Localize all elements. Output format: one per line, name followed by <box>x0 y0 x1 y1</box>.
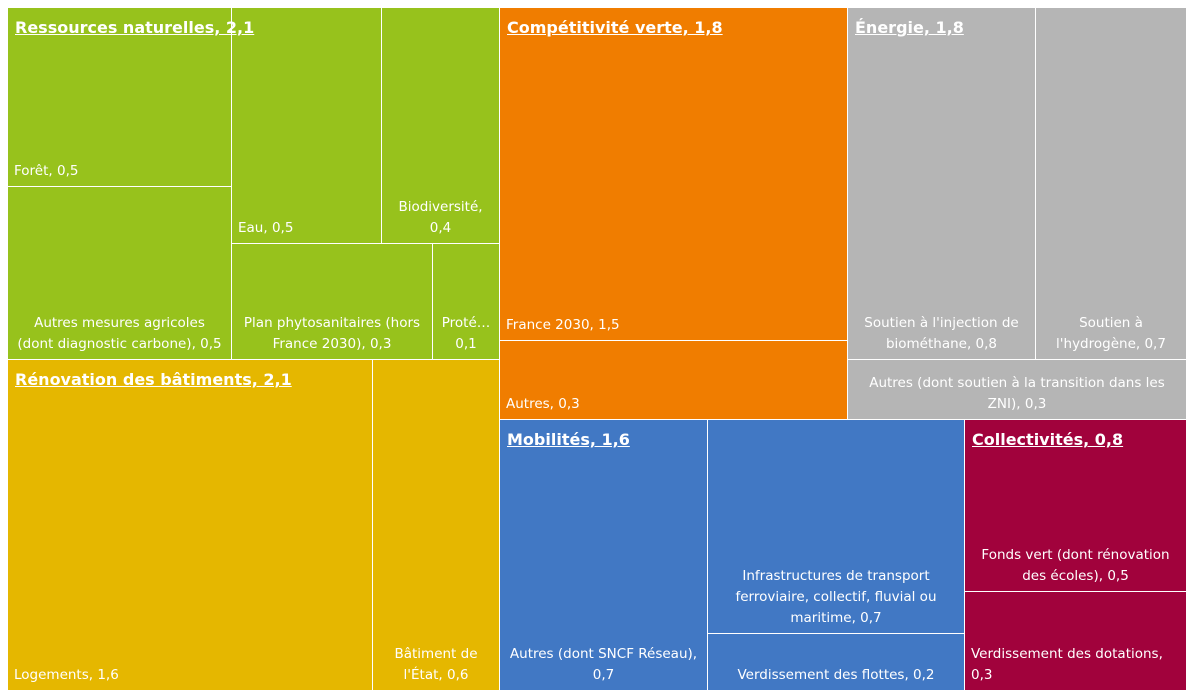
treemap-cell: Autres, 0,3 <box>500 341 848 420</box>
treemap-cell: Proté… 0,1 <box>433 244 500 360</box>
treemap-cell: Bâtiment de l'État, 0,6 <box>373 360 500 691</box>
treemap-cell: Verdissement des flottes, 0,2 <box>708 634 965 691</box>
treemap-cell: Autres (dont SNCF Réseau), 0,7 <box>500 420 708 691</box>
treemap-cell: Soutien à l'hydrogène, 0,7 <box>1036 8 1187 360</box>
treemap-cell: Soutien à l'injection de biométhane, 0,8 <box>848 8 1036 360</box>
cell-label: Fonds vert (dont rénovation des écoles),… <box>981 547 1170 584</box>
treemap-cell: Verdissement des dotations, 0,3 <box>965 592 1187 691</box>
cell-label: Eau, 0,5 <box>238 220 294 236</box>
cell-label: Autres, 0,3 <box>506 396 580 412</box>
cell-label: Logements, 1,6 <box>14 667 119 683</box>
cell-label: Soutien à l'hydrogène, 0,7 <box>1056 315 1166 352</box>
treemap-cell: Autres mesures agricoles (dont diagnosti… <box>8 187 232 360</box>
cell-label: France 2030, 1,5 <box>506 317 620 333</box>
treemap-cell: Forêt, 0,5 <box>8 8 232 187</box>
cell-label: Soutien à l'injection de biométhane, 0,8 <box>864 315 1019 352</box>
cell-label: Autres (dont SNCF Réseau), 0,7 <box>509 646 698 683</box>
cell-label: Verdissement des dotations, 0,3 <box>971 646 1163 683</box>
cell-label: Forêt, 0,5 <box>14 163 79 179</box>
cell-label: Verdissement des flottes, 0,2 <box>737 667 935 683</box>
treemap-cell: Autres (dont soutien à la transition dan… <box>848 360 1187 420</box>
cell-label: Plan phytosanitaires (hors France 2030),… <box>243 315 421 352</box>
cell-label: Biodiversité, 0,4 <box>398 199 483 236</box>
treemap-cell: Fonds vert (dont rénovation des écoles),… <box>965 420 1187 592</box>
treemap-cell: Infrastructures de transport ferroviaire… <box>708 420 965 634</box>
treemap-cell: Biodiversité, 0,4 <box>382 8 500 244</box>
treemap-cell: Logements, 1,6 <box>8 360 373 691</box>
cell-label: Proté… 0,1 <box>441 315 491 352</box>
treemap-cell: Plan phytosanitaires (hors France 2030),… <box>232 244 433 360</box>
treemap-cell: Eau, 0,5 <box>232 8 382 244</box>
treemap-cell: France 2030, 1,5 <box>500 8 848 341</box>
cell-label: Autres mesures agricoles (dont diagnosti… <box>17 315 222 352</box>
cell-label: Autres (dont soutien à la transition dan… <box>869 375 1165 412</box>
cell-label: Bâtiment de l'État, 0,6 <box>394 646 478 683</box>
cell-label: Infrastructures de transport ferroviaire… <box>735 568 937 626</box>
